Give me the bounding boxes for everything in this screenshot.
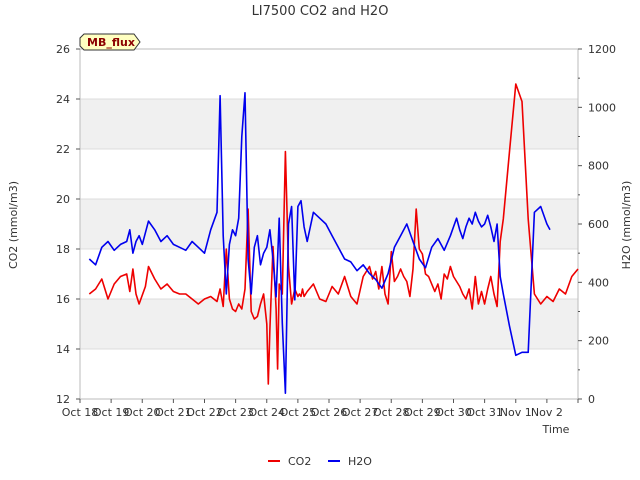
x-tick-label: Oct 18 — [62, 406, 99, 419]
left-tick-label: 12 — [56, 393, 70, 406]
left-tick-label: 14 — [56, 343, 70, 356]
background-bands — [80, 99, 578, 349]
series-line-co2 — [88, 83, 579, 385]
right-tick-label: 200 — [588, 335, 609, 348]
x-tick-label: Oct 28 — [373, 406, 410, 419]
left-tick-label: 18 — [56, 243, 70, 256]
right-tick-label: 800 — [588, 160, 609, 173]
x-tick-label: Nov 1 — [500, 406, 532, 419]
x-tick-label: Oct 21 — [155, 406, 192, 419]
mb-flux-badge: MB_flux — [79, 33, 141, 51]
left-axis-label: CO2 (mmol/m3) — [7, 181, 20, 269]
x-tick-label: Oct 22 — [186, 406, 223, 419]
x-tick-label: Oct 20 — [124, 406, 161, 419]
x-tick-label: Oct 31 — [466, 406, 503, 419]
right-tick-label: 400 — [588, 276, 609, 289]
right-tick-label: 1000 — [588, 101, 616, 114]
x-tick-label: Oct 25 — [280, 406, 317, 419]
x-tick-label: Oct 19 — [93, 406, 130, 419]
x-tick-label: Oct 29 — [404, 406, 441, 419]
x-tick-label: Oct 24 — [248, 406, 285, 419]
left-tick-label: 16 — [56, 293, 70, 306]
x-tick-label: Oct 26 — [311, 406, 348, 419]
band-22-24 — [80, 99, 578, 149]
left-axis-ticks: 12 14 16 18 20 22 24 26 — [56, 43, 80, 406]
legend-label-co2: CO2 — [288, 455, 311, 468]
left-tick-label: 24 — [56, 93, 70, 106]
legend: CO2 H2O — [268, 455, 372, 468]
badge-label: MB_flux — [87, 36, 135, 49]
x-tick-label: Nov 2 — [531, 406, 563, 419]
chart-title: LI7500 CO2 and H2O — [252, 4, 389, 19]
left-tick-label: 22 — [56, 143, 70, 156]
legend-label-h2o: H2O — [348, 455, 372, 468]
x-tick-label: Oct 27 — [342, 406, 379, 419]
left-tick-label: 26 — [56, 43, 70, 56]
right-axis-ticks: 0 200 400 600 800 1000 1200 — [578, 43, 616, 406]
right-tick-label: 0 — [588, 393, 595, 406]
right-tick-label: 600 — [588, 218, 609, 231]
right-tick-label: 1200 — [588, 43, 616, 56]
band-14-16 — [80, 299, 578, 349]
right-axis-label: H2O (mmol/m3) — [620, 181, 633, 270]
series-layer — [88, 83, 579, 395]
band-18-20 — [80, 199, 578, 249]
x-axis-label: Time — [542, 423, 570, 436]
left-tick-label: 20 — [56, 193, 70, 206]
series-line-h2o — [88, 92, 551, 395]
x-tick-label: Oct 30 — [435, 406, 472, 419]
x-tick-label: Oct 23 — [217, 406, 254, 419]
